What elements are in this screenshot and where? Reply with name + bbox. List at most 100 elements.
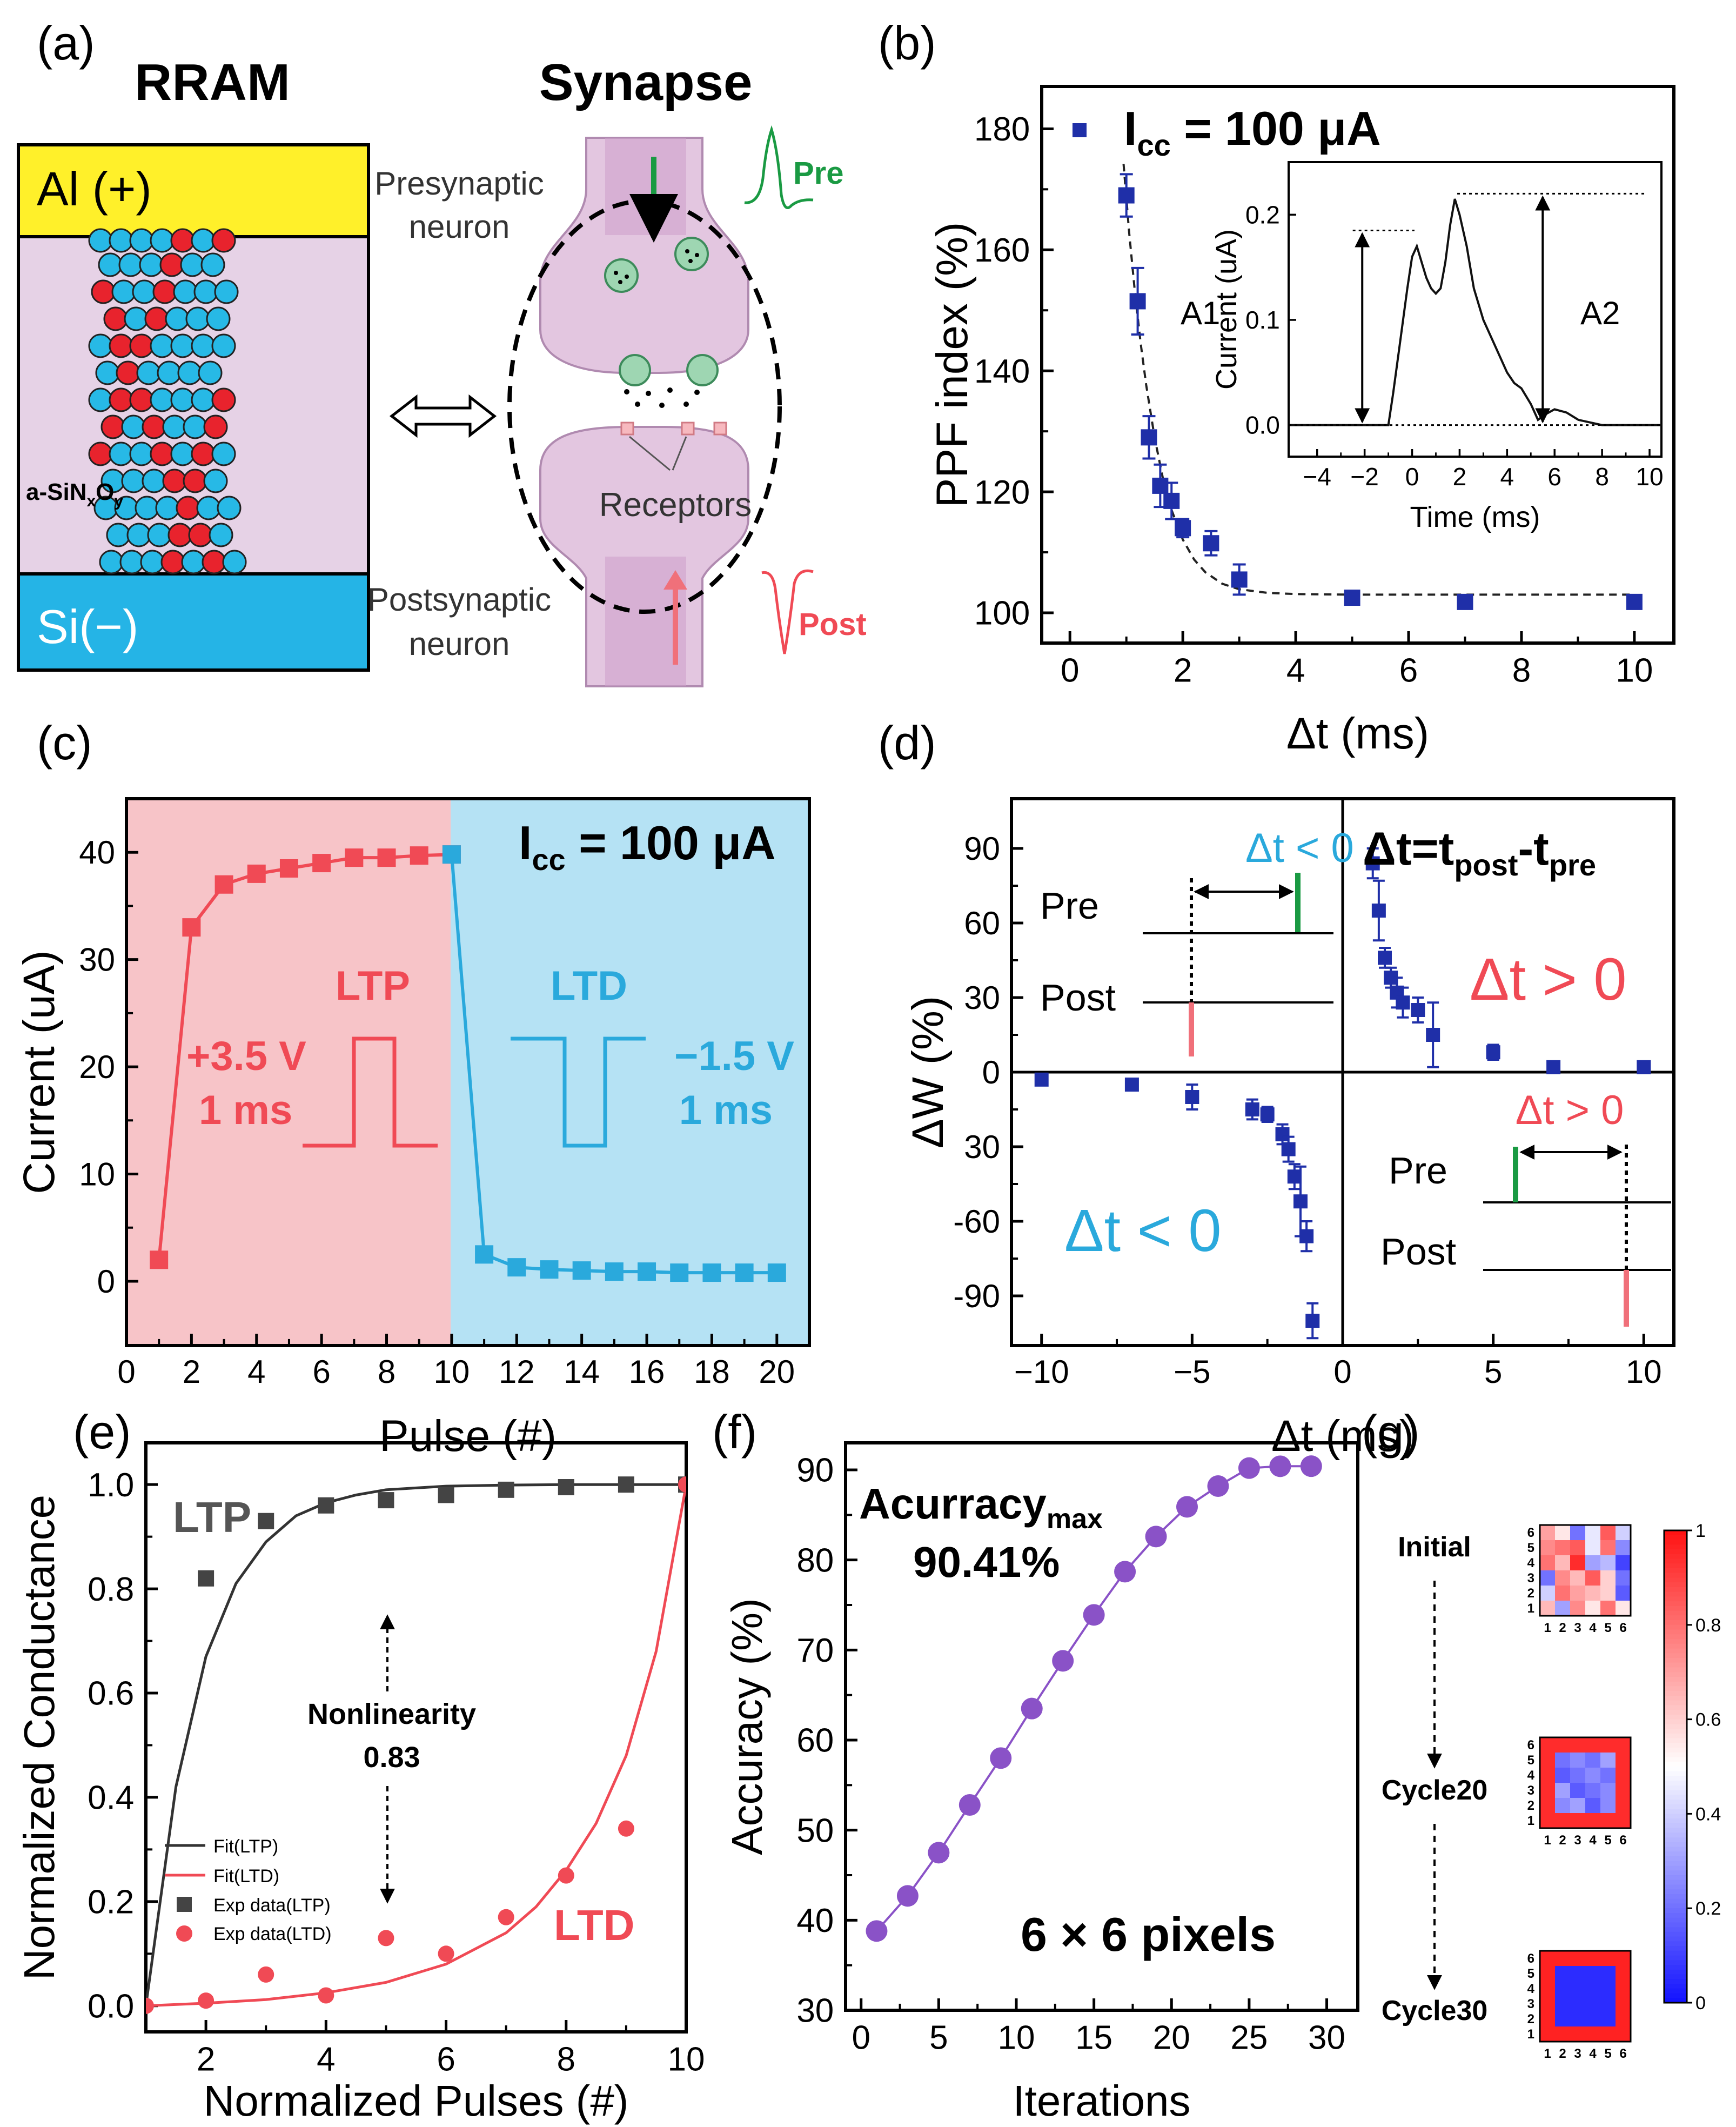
colorbar-segment [1664, 1681, 1687, 1687]
nitrogen-vacancy-atom [162, 469, 187, 493]
colorbar-tick-label: 0 [1695, 1993, 1706, 2014]
colorbar-segment [1664, 1691, 1687, 1696]
ltp-voltage: +3.5 V [186, 1033, 306, 1079]
plot-b-frame [1040, 85, 1675, 645]
accuracy-point [1269, 1455, 1291, 1477]
colorbar-segment [1664, 1724, 1687, 1730]
heatmap-y-tick: 4 [1527, 1982, 1535, 1996]
heatmap-y-tick: 5 [1527, 1967, 1534, 1981]
data-point [1365, 856, 1380, 871]
heatmap-cell [1540, 1966, 1556, 1982]
al-label: Al (+) [37, 162, 152, 216]
heatmap-cell [1555, 1783, 1571, 1798]
post-spike-label: Post [799, 607, 867, 642]
colorbar-segment [1664, 1804, 1687, 1810]
x-tick-label: 10 [434, 1354, 470, 1390]
heatmap-cell [1600, 1981, 1616, 1997]
colorbar-segment [1664, 1596, 1687, 1602]
heatmap-cell [1570, 1737, 1586, 1753]
heatmap-cell [1616, 1555, 1631, 1571]
accuracy-point [1021, 1697, 1043, 1720]
colorbar-segment [1664, 1875, 1687, 1881]
nitrogen-vacancy-atom [91, 279, 116, 304]
presynaptic-label-line1: Presynaptic [374, 165, 544, 202]
ltp-label: LTP [336, 963, 410, 1009]
legend-b-marker [1073, 123, 1087, 137]
nitrogen-vacancy-atom [116, 360, 140, 385]
heatmap-cell [1570, 1555, 1586, 1571]
y-tick-label: 0.6 [88, 1675, 134, 1713]
x-tick-label: 10 [1636, 463, 1663, 491]
heatmap-cell [1540, 1813, 1556, 1829]
accuracy-point [1238, 1457, 1260, 1479]
colorbar-segment [1664, 1719, 1687, 1725]
colorbar-segment [1664, 1729, 1687, 1734]
heatmap-cell [1570, 2026, 1586, 2042]
postsynaptic-label-line2: neuron [409, 626, 510, 662]
ltp-curve-label: LTP [173, 1493, 251, 1541]
y-tick-label: -90 [953, 1278, 1000, 1314]
x-tick-label: 0 [852, 2019, 870, 2056]
x-axis-label: Δt (ms) [1286, 709, 1429, 758]
heatmap-cell [1585, 1753, 1601, 1768]
heatmap-cell [1555, 1570, 1571, 1586]
x-tick-label: 4 [1500, 463, 1514, 491]
series-line-ltp [157, 853, 452, 1260]
heatmap-cell [1585, 1570, 1601, 1586]
x-tick-label: 6 [312, 1354, 330, 1390]
legend-exp-ltp: Exp data(LTP) [213, 1895, 331, 1916]
colorbar-segment [1664, 1941, 1687, 1947]
plot-c-frame [125, 797, 811, 1347]
heatmap-cell [1570, 1586, 1586, 1601]
silicon-atom [129, 442, 154, 466]
nitrogen-vacancy-atom [88, 442, 113, 466]
colorbar-segment [1664, 1710, 1687, 1715]
colorbar-segment [1664, 1946, 1687, 1951]
conductive-filament [88, 228, 247, 574]
colorbar-segment [1664, 1988, 1687, 1994]
heatmap-cell [1600, 1555, 1616, 1571]
legend-c-text: Icc = 100 μA [519, 816, 776, 877]
colorbar-segment [1664, 1643, 1687, 1649]
heatmap-cell [1585, 2026, 1601, 2042]
accuracy-point [1114, 1561, 1136, 1583]
data-point [1245, 1102, 1259, 1116]
fit-curve [1122, 164, 1634, 596]
x-tick-label: 4 [247, 1354, 265, 1390]
inset-a1-label: A1 [1181, 295, 1220, 331]
heatmap-cell [1540, 1768, 1556, 1783]
data-point [1163, 492, 1180, 509]
heatmap-cell [1600, 1951, 1616, 1967]
silicon-atom [109, 228, 133, 253]
presynaptic-terminal [539, 137, 749, 374]
exp-ltd-point [678, 1476, 686, 1493]
colorbar-segment [1664, 1606, 1687, 1611]
heatmap-x-tick: 6 [1619, 2046, 1626, 2061]
panel-d: (d) −10 −5 0 5 10 90 60 30 0 30 -60 -90 Δt (ms) ΔW (%… [878, 716, 1675, 1461]
exp-ltp-point [258, 1513, 274, 1529]
data-point [1305, 1314, 1320, 1328]
colorbar-segment [1664, 1540, 1687, 1546]
heatmap-x-tick: 5 [1604, 1621, 1611, 1635]
legend-e: Fit(LTP) Fit(LTD) Exp data(LTP) Exp data… [165, 1836, 332, 1944]
x-tick-label: 10 [1626, 1354, 1662, 1390]
exp-ltd-point [498, 1909, 514, 1925]
heatmap-cell [1540, 1540, 1556, 1556]
silicon-atom [126, 523, 151, 547]
data-point-ltd [638, 1262, 656, 1281]
nitrogen-vacancy-atom [142, 414, 166, 439]
heatmap-y-tick: 1 [1527, 1601, 1534, 1616]
data-point-ltd [475, 1245, 494, 1264]
heatmap-frame [1539, 1524, 1632, 1617]
ltp-width: 1 ms [199, 1087, 292, 1133]
colorbar-segment [1664, 1563, 1687, 1569]
nitrogen-vacancy-atom [129, 387, 154, 412]
panel-label-d: (d) [878, 716, 936, 770]
y-tick-label: 30 [964, 1129, 1000, 1165]
y-axis-label: Current (uA) [15, 950, 64, 1194]
row-label-cycle30: Cycle30 [1382, 1995, 1488, 2026]
accuracy-max-value: 90.41% [913, 1538, 1060, 1586]
accuracy-point [1207, 1475, 1229, 1497]
heatmap-cell [1616, 1768, 1631, 1783]
